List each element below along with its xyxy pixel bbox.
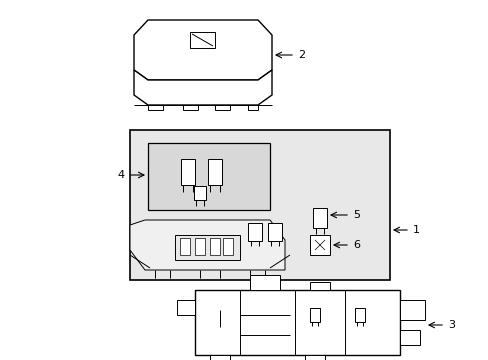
Polygon shape	[175, 235, 240, 260]
Polygon shape	[148, 143, 269, 210]
Polygon shape	[134, 20, 271, 80]
Polygon shape	[130, 220, 285, 270]
Polygon shape	[399, 300, 424, 320]
Polygon shape	[130, 130, 389, 280]
Polygon shape	[195, 238, 204, 255]
Text: 3: 3	[447, 320, 454, 330]
Polygon shape	[207, 159, 222, 185]
Polygon shape	[247, 223, 262, 241]
Polygon shape	[180, 238, 190, 255]
Polygon shape	[309, 282, 329, 290]
Text: 1: 1	[412, 225, 419, 235]
Text: 4: 4	[118, 170, 125, 180]
Text: 2: 2	[297, 50, 305, 60]
Polygon shape	[399, 330, 419, 345]
Polygon shape	[223, 238, 232, 255]
Polygon shape	[181, 159, 195, 185]
Text: 6: 6	[352, 240, 359, 250]
Polygon shape	[312, 208, 326, 228]
Polygon shape	[195, 290, 399, 355]
Polygon shape	[194, 186, 205, 200]
Polygon shape	[134, 70, 271, 105]
Polygon shape	[267, 223, 282, 241]
Polygon shape	[190, 32, 215, 48]
Polygon shape	[209, 238, 220, 255]
Polygon shape	[309, 235, 329, 255]
Polygon shape	[305, 355, 325, 360]
Polygon shape	[309, 308, 319, 322]
Text: 5: 5	[352, 210, 359, 220]
Polygon shape	[354, 308, 364, 322]
Polygon shape	[249, 275, 280, 290]
Polygon shape	[209, 355, 229, 360]
Polygon shape	[177, 300, 195, 315]
